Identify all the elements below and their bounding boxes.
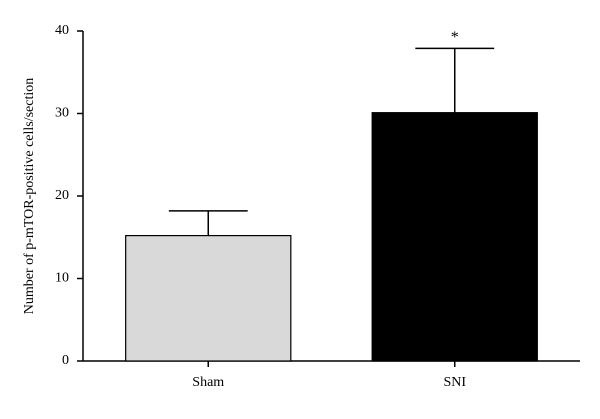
bar — [371, 112, 538, 362]
y-tick-label: 10 — [55, 271, 69, 286]
y-tick-label: 0 — [62, 353, 69, 368]
annotation: * — [451, 29, 459, 46]
y-tick-label: 30 — [55, 106, 69, 121]
bar — [125, 235, 292, 362]
y-tick-label: 40 — [55, 23, 69, 38]
x-tick-label: Sham — [192, 375, 224, 390]
y-tick-label: 20 — [55, 188, 69, 203]
y-axis-label: Number of p-mTOR-positive cells/section — [22, 78, 37, 315]
x-tick-label: SNI — [443, 375, 466, 390]
